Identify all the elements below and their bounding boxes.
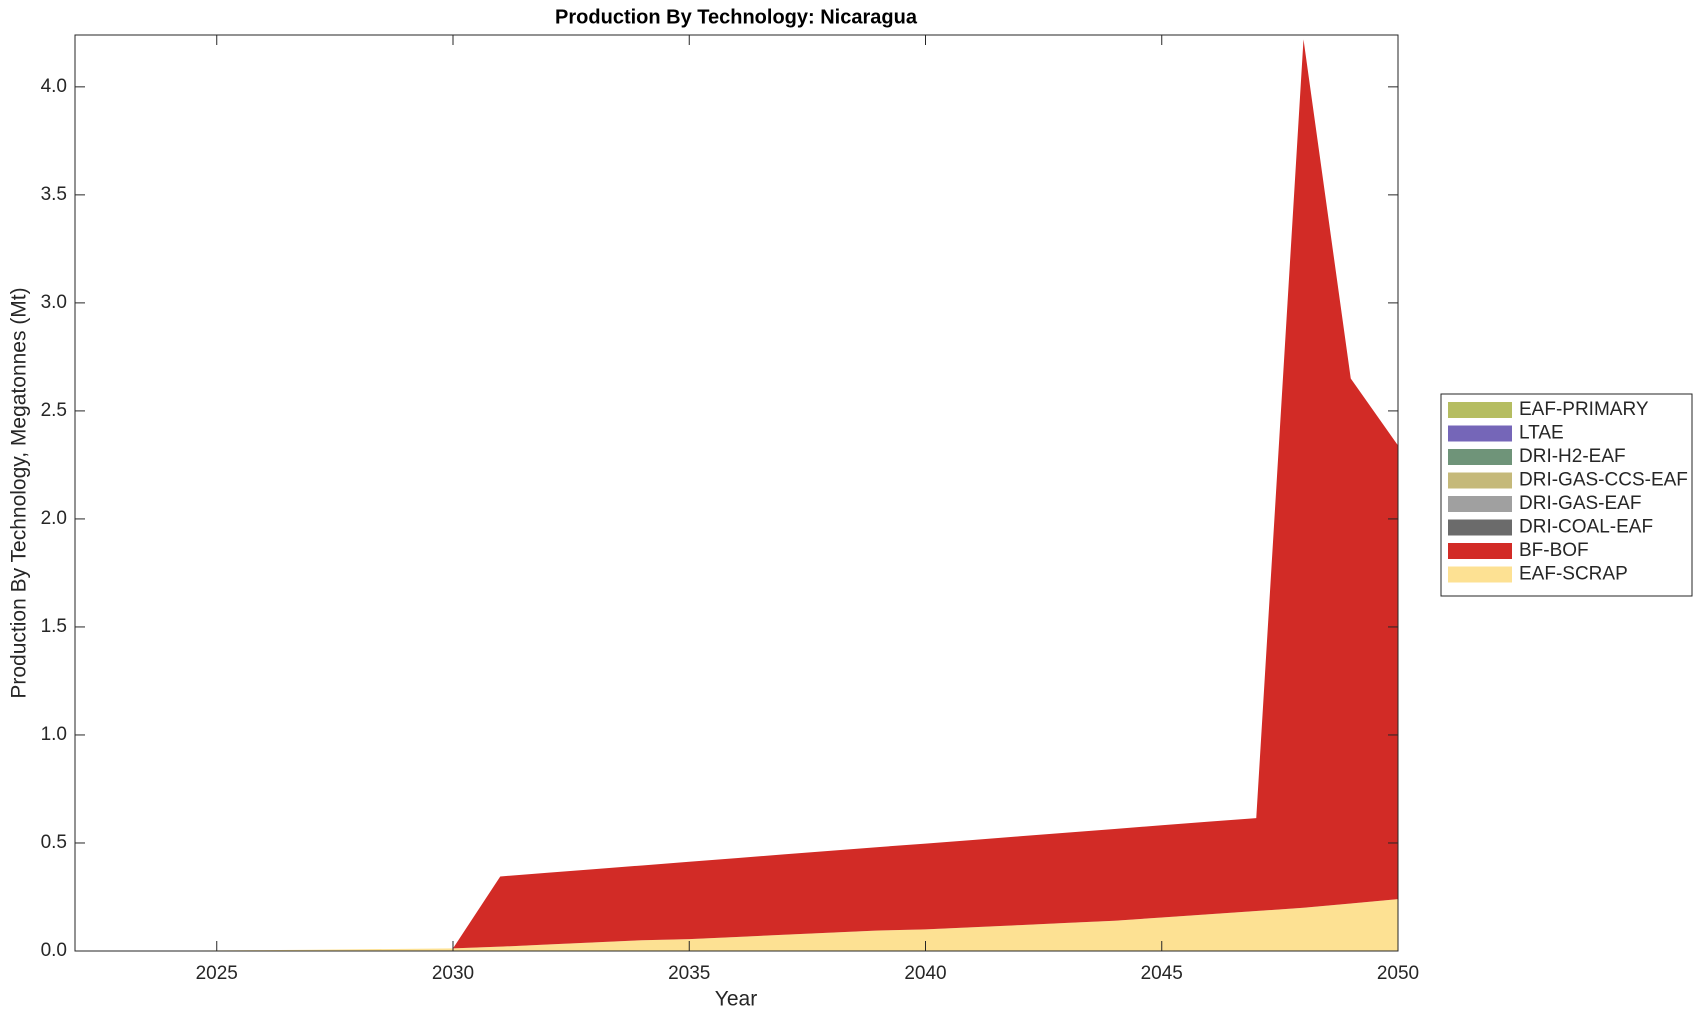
x-tick-label: 2040: [904, 963, 946, 984]
area: [75, 39, 1398, 951]
legend-swatch: [1448, 449, 1512, 465]
x-tick-label: 2035: [668, 963, 710, 984]
chart-title: Production By Technology: Nicaragua: [555, 6, 918, 28]
area: [75, 39, 1398, 951]
x-tick-label: 2025: [196, 963, 238, 984]
legend-label: DRI-GAS-CCS-EAF: [1519, 470, 1688, 491]
legend-swatch: [1448, 496, 1512, 512]
y-tick-label: 3.5: [41, 184, 67, 205]
x-tick-label: 2050: [1377, 963, 1419, 984]
legend-label: DRI-GAS-EAF: [1519, 493, 1641, 514]
legend-swatch: [1448, 543, 1512, 559]
x-tick-label: 2045: [1141, 963, 1183, 984]
y-tick-label: 2.0: [41, 508, 67, 529]
y-tick-label: 4.0: [41, 76, 67, 97]
legend-label: EAF-PRIMARY: [1519, 399, 1649, 420]
x-axis-label: Year: [715, 988, 757, 1011]
area: [75, 39, 1398, 951]
y-tick-label: 0.0: [41, 940, 67, 961]
y-tick-label: 0.5: [41, 832, 67, 853]
area: [75, 39, 1398, 951]
legend-swatch: [1448, 519, 1512, 536]
area: [75, 39, 1398, 951]
legend-label: EAF-SCRAP: [1519, 564, 1628, 585]
legend-label: BF-BOF: [1519, 540, 1589, 561]
y-tick-label: 1.0: [41, 724, 67, 745]
y-tick-label: 2.5: [41, 400, 67, 421]
legend-swatch: [1448, 566, 1512, 583]
y-tick-label: 1.5: [41, 616, 67, 637]
x-tick-label: 2030: [432, 963, 474, 984]
y-axis-label: Production By Technology, Megatonnes (Mt…: [8, 287, 31, 698]
legend-label: DRI-H2-EAF: [1519, 446, 1626, 467]
legend-label: LTAE: [1519, 423, 1564, 444]
area: [75, 39, 1398, 951]
plot-frame: [74, 34, 1399, 952]
area: [75, 39, 1398, 951]
legend-swatch: [1448, 425, 1512, 442]
legend-swatch: [1448, 402, 1512, 418]
area: [75, 899, 1398, 951]
legend-label: DRI-COAL-EAF: [1519, 517, 1653, 538]
legend-swatch: [1448, 472, 1512, 489]
y-tick-label: 3.0: [41, 292, 67, 313]
